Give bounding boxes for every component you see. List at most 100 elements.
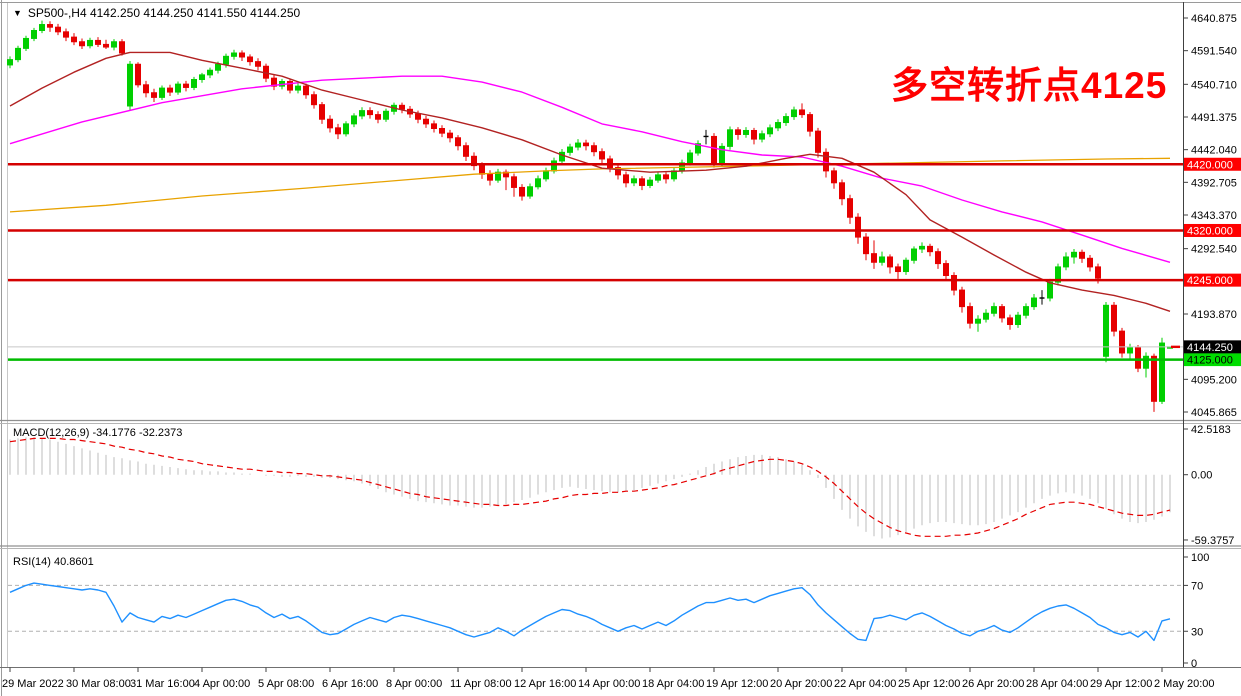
candle-body: [967, 306, 973, 324]
candle-body: [695, 143, 701, 154]
macd-tick-label: 0.00: [1191, 470, 1212, 482]
price-axis[interactable]: 4640.875 4591.540 4540.710 4491.375 4442.040…: [1183, 13, 1237, 419]
candle-body: [143, 84, 149, 94]
current-price-tag: [1184, 340, 1241, 354]
candle-body: [495, 171, 501, 181]
candle-body: [487, 173, 493, 181]
candle-body: [639, 178, 645, 186]
candle-body: [311, 94, 317, 106]
horizontal-levels[interactable]: [8, 163, 1183, 361]
candle-body: [271, 77, 277, 87]
candle-body: [23, 37, 29, 49]
candle-body: [47, 24, 53, 28]
candle-body: [559, 151, 565, 162]
level-tag-4245.000: [1184, 273, 1241, 287]
level-tag-4245.000-label: 4245.000: [1187, 275, 1233, 287]
time-tick-label: 2 May 20:00: [1154, 678, 1215, 690]
candle-body: [1007, 317, 1013, 326]
candle-body: [367, 110, 373, 116]
level-tag-4420.000: [1184, 157, 1241, 171]
chart-annotation-text: 多空转折点4125: [891, 65, 1168, 106]
candle-body: [991, 306, 997, 314]
time-tick-label: 8 Apr 00:00: [386, 678, 442, 690]
time-tick-label: 20 Apr 20:00: [770, 678, 832, 690]
candle-body: [591, 145, 597, 153]
level-tag-4125.000: [1184, 353, 1241, 367]
candle-body: [807, 114, 813, 132]
rsi-panel[interactable]: 100 70 30 0: [8, 552, 1209, 670]
symbol-dropdown-icon[interactable]: ▼: [13, 8, 22, 18]
candle-body: [999, 306, 1005, 319]
candle-body: [895, 266, 901, 273]
rsi-tick-label: 30: [1191, 626, 1203, 638]
candle-body: [871, 253, 877, 263]
candle-body: [479, 165, 485, 175]
candle-body: [95, 39, 101, 45]
candle-body: [1143, 355, 1149, 369]
candle-body: [959, 289, 965, 308]
candle-body: [71, 36, 77, 43]
candle-body: [215, 63, 221, 71]
slow-ma-orange: [9, 157, 1171, 213]
price-tick-label: 4193.870: [1191, 309, 1237, 321]
time-tick-label: 5 Apr 08:00: [258, 678, 314, 690]
level-tag-4125.000-label: 4125.000: [1187, 355, 1233, 367]
candle-body: [1135, 347, 1141, 369]
candle-body: [167, 87, 173, 93]
macd-tick-label: -59.3757: [1191, 535, 1234, 547]
candle-body: [863, 236, 869, 255]
time-tick-label: 6 Apr 16:00: [322, 678, 378, 690]
candle-body: [1159, 342, 1165, 402]
candle-body: [519, 186, 525, 197]
candle-body: [1095, 266, 1101, 279]
candle-body: [439, 128, 445, 134]
candle-body: [831, 170, 837, 184]
candle-body: [623, 174, 629, 184]
time-axis[interactable]: 29 Mar 2022 30 Mar 08:00 31 Mar 16:00 4 Apr…: [2, 667, 1215, 691]
candle-body: [175, 83, 181, 93]
rsi-tick-label: 100: [1191, 552, 1209, 564]
candle-body: [879, 256, 885, 263]
candle-body: [799, 109, 805, 116]
price-tick-label: 4045.865: [1191, 407, 1237, 419]
candle-body: [783, 116, 789, 124]
price-tick-label: 4095.200: [1191, 374, 1237, 386]
candle-body: [463, 145, 469, 157]
candle-body: [983, 312, 989, 320]
rsi-tick-label: 0: [1191, 658, 1197, 670]
candle-body: [15, 47, 21, 61]
candle-body: [903, 259, 909, 273]
candle-body: [351, 115, 357, 125]
candle-body: [423, 118, 429, 125]
candle-body: [383, 110, 389, 120]
time-tick-label: 25 Apr 12:00: [898, 678, 960, 690]
candle-body: [39, 24, 45, 31]
candle-body: [359, 110, 365, 117]
price-tick-label: 4540.710: [1191, 79, 1237, 91]
level-tag-4420.000-label: 4420.000: [1187, 159, 1233, 171]
price-tick-label: 4640.875: [1191, 13, 1237, 25]
time-tick-label: 14 Apr 00:00: [578, 678, 640, 690]
candle-body: [1015, 314, 1021, 326]
candle-body: [847, 198, 853, 218]
candle-body: [711, 135, 717, 164]
candle-body: [527, 186, 533, 197]
current-price-marker: [1171, 345, 1180, 349]
macd-panel[interactable]: 42.5183 0.00 -59.3757: [9, 424, 1234, 547]
time-tick-label: 31 Mar 16:00: [130, 678, 195, 690]
time-tick-label: 29 Mar 2022: [2, 678, 64, 690]
fast-ma-red: [9, 51, 1171, 312]
candle-body: [343, 123, 349, 135]
candle-body: [719, 145, 725, 164]
panel-separators[interactable]: [0, 419, 1241, 549]
candle-body: [191, 78, 197, 88]
candle-body: [103, 43, 109, 48]
macd-indicator-label: MACD(12,26,9) -34.1776 -32.2373: [13, 427, 183, 439]
candle-body: [1071, 251, 1077, 258]
price-tick-label: 4292.540: [1191, 244, 1237, 256]
price-tick-label: 4591.540: [1191, 46, 1237, 58]
candle-body: [399, 104, 405, 110]
